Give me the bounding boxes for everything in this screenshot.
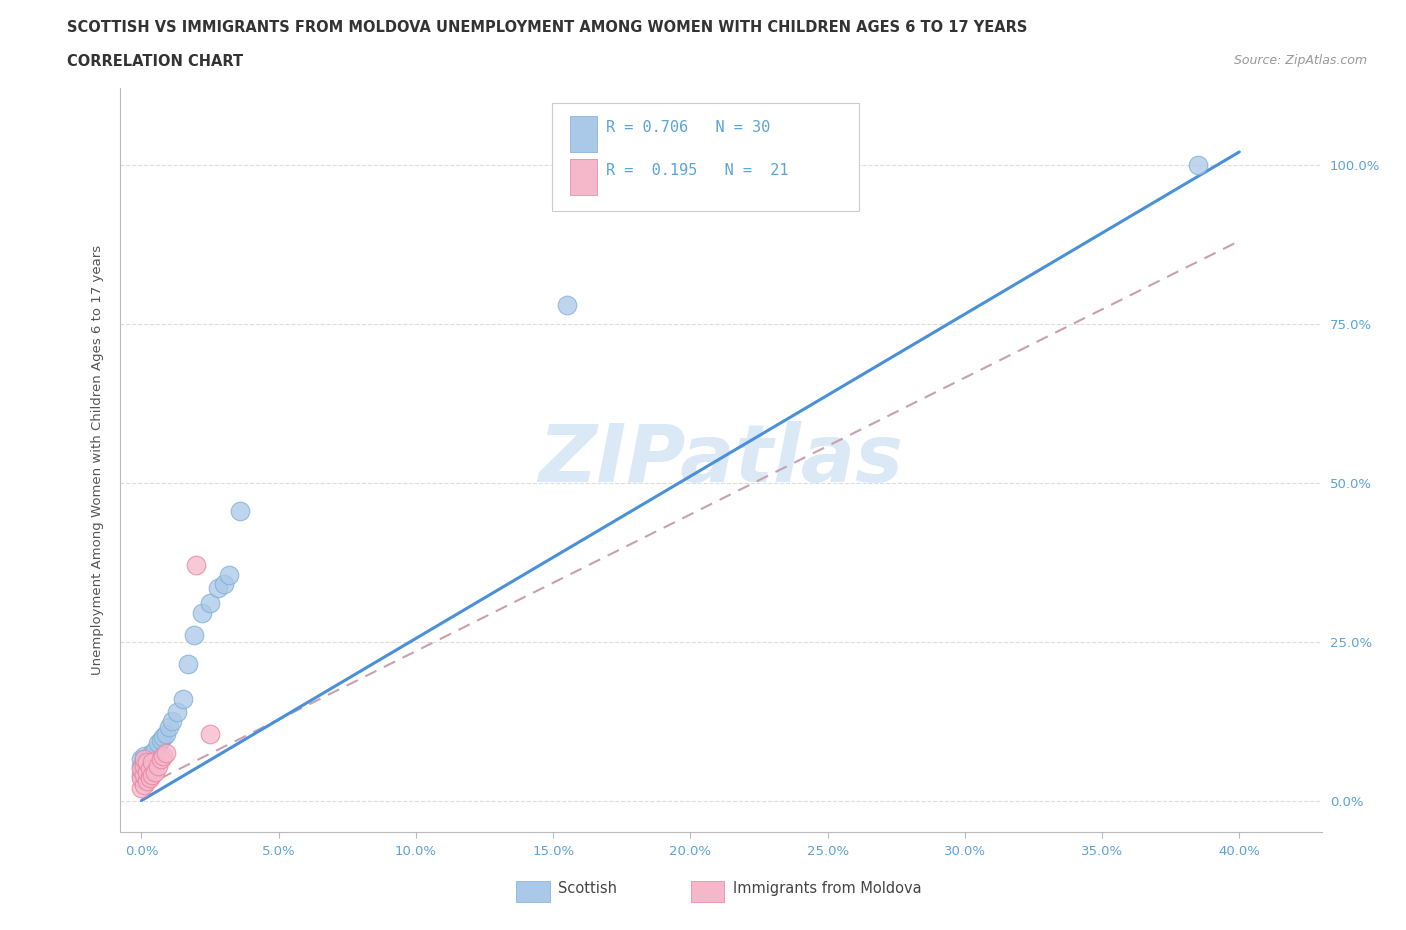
Point [134, 749, 156, 764]
Text: SCOTTISH VS IMMIGRANTS FROM MOLDOVA UNEMPLOYMENT AMONG WOMEN WITH CHILDREN AGES : SCOTTISH VS IMMIGRANTS FROM MOLDOVA UNEM… [67, 20, 1028, 35]
Point [146, 736, 169, 751]
Text: ZIPatlas: ZIPatlas [538, 421, 903, 499]
Point [131, 762, 153, 777]
Point [183, 628, 205, 643]
FancyBboxPatch shape [571, 159, 596, 194]
Point [134, 764, 156, 779]
Point [160, 713, 183, 728]
Y-axis label: Unemployment Among Women with Children Ages 6 to 17 years: Unemployment Among Women with Children A… [90, 246, 104, 675]
FancyBboxPatch shape [516, 881, 550, 901]
Point [134, 767, 156, 782]
Point [141, 746, 163, 761]
Point [157, 720, 180, 735]
Point [141, 755, 163, 770]
Point [198, 596, 221, 611]
Point [138, 762, 160, 777]
Point [191, 605, 214, 620]
Text: Immigrants from Moldova: Immigrants from Moldova [733, 881, 921, 896]
Text: R = 0.706   N = 30: R = 0.706 N = 30 [606, 120, 770, 136]
Point [136, 751, 159, 766]
Point [138, 749, 160, 764]
Text: R =  0.195   N =  21: R = 0.195 N = 21 [606, 164, 789, 179]
Point [143, 742, 166, 757]
Point [1187, 157, 1209, 172]
Point [131, 751, 153, 766]
Point [152, 749, 174, 764]
Point [149, 751, 172, 766]
Text: Scottish: Scottish [558, 881, 617, 896]
Point [212, 577, 235, 591]
Point [134, 751, 156, 766]
Point [131, 771, 153, 786]
Point [141, 767, 163, 782]
Point [152, 729, 174, 744]
FancyBboxPatch shape [690, 881, 724, 901]
Point [555, 297, 578, 312]
Point [155, 726, 177, 741]
Point [136, 774, 159, 789]
FancyBboxPatch shape [571, 116, 596, 152]
Point [218, 567, 240, 582]
Text: Source: ZipAtlas.com: Source: ZipAtlas.com [1233, 54, 1367, 67]
Point [134, 755, 156, 770]
Point [207, 580, 229, 595]
Text: CORRELATION CHART: CORRELATION CHART [67, 54, 243, 69]
Point [155, 746, 177, 761]
Point [149, 733, 172, 748]
Point [198, 726, 221, 741]
Point [146, 758, 169, 773]
Point [138, 758, 160, 773]
Point [172, 691, 194, 706]
Point [131, 758, 153, 773]
Point [134, 758, 156, 773]
Point [186, 558, 208, 573]
FancyBboxPatch shape [553, 103, 859, 211]
Point [134, 777, 156, 792]
Point [166, 704, 188, 719]
Point [131, 780, 153, 795]
Point [177, 657, 200, 671]
Point [136, 762, 159, 777]
Point [229, 504, 252, 519]
Point [136, 755, 159, 770]
Point [131, 767, 153, 782]
Point [136, 764, 159, 779]
Point [143, 764, 166, 779]
Point [138, 771, 160, 786]
